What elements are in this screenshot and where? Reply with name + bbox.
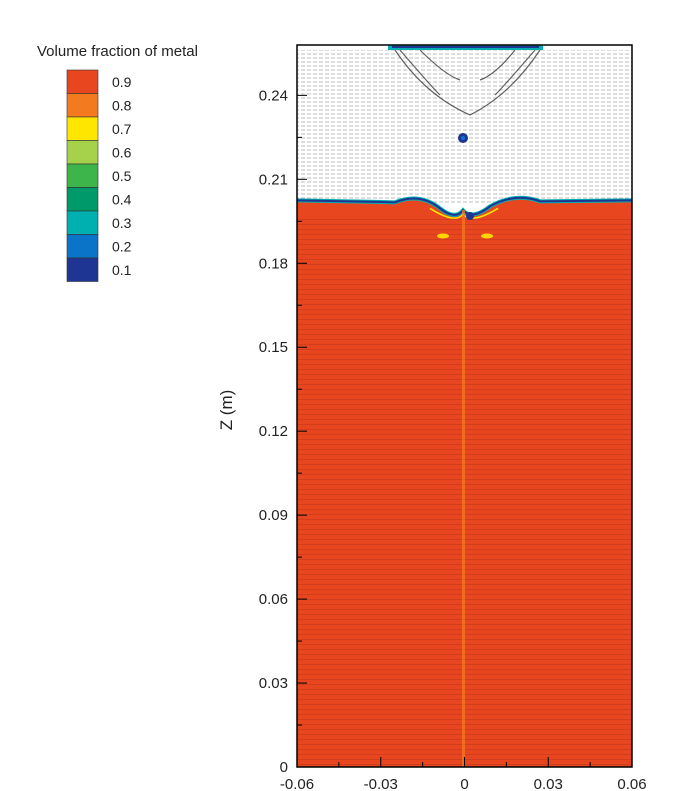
legend-label: 0.2 — [112, 239, 132, 255]
legend-label: 0.1 — [112, 262, 132, 278]
x-tick-label: 0.03 — [534, 776, 563, 791]
x-tick-label: 0.06 — [617, 776, 646, 791]
swirl-vectors-left — [394, 49, 471, 116]
y-tick-label: 0.15 — [259, 339, 288, 356]
y-axis: 0 0.03 0.06 0.09 0.12 0.15 0.18 0.21 0.24 — [259, 87, 307, 776]
interface-bubble — [466, 212, 474, 220]
legend-swatch — [66, 187, 99, 212]
y-tick-label: 0.09 — [259, 507, 288, 524]
legend-swatch — [66, 69, 99, 94]
legend-label: 0.5 — [112, 168, 132, 184]
legend-label: 0.4 — [112, 192, 132, 208]
gas-velocity-vectors — [297, 50, 632, 205]
legend-label: 0.7 — [112, 121, 132, 137]
legend-swatch — [66, 210, 99, 235]
legend-swatch — [66, 257, 99, 282]
y-tick-label: 0 — [280, 759, 288, 776]
swirl-vectors-right — [469, 49, 541, 116]
legend: 0.9 0.8 0.7 0.6 0.5 0.4 0.3 0.2 0.1 — [66, 69, 132, 282]
legend-label: 0.3 — [112, 215, 132, 231]
y-tick-label: 0.06 — [259, 591, 288, 608]
legend-title: Volume fraction of metal — [37, 43, 198, 60]
legend-swatch — [66, 140, 99, 165]
y-tick-label: 0.03 — [259, 675, 288, 692]
x-tick-label: -0.06 — [280, 776, 314, 791]
legend-swatch — [66, 116, 99, 141]
yellow-spot-right — [481, 233, 493, 239]
x-tick-label: 0 — [460, 776, 468, 791]
legend-swatch — [66, 93, 99, 118]
metal-droplet-core — [461, 136, 465, 140]
legend-swatch — [66, 163, 99, 188]
legend-label: 0.6 — [112, 145, 132, 161]
yellow-spot-left — [437, 233, 449, 239]
y-tick-label: 0.18 — [259, 255, 288, 272]
contour-plot — [297, 45, 632, 767]
y-axis-title: Z (m) — [217, 390, 236, 431]
y-tick-label: 0.24 — [259, 87, 288, 104]
x-axis: -0.06 -0.03 0 0.03 0.06 — [280, 757, 647, 791]
top-metal-film-core — [392, 46, 539, 48]
y-tick-label: 0.21 — [259, 171, 288, 188]
legend-swatch — [66, 234, 99, 259]
legend-label: 0.9 — [112, 74, 132, 90]
centerline-jet — [462, 210, 465, 767]
x-tick-label: -0.03 — [364, 776, 398, 791]
legend-label: 0.8 — [112, 98, 132, 114]
y-tick-label: 0.12 — [259, 423, 288, 440]
